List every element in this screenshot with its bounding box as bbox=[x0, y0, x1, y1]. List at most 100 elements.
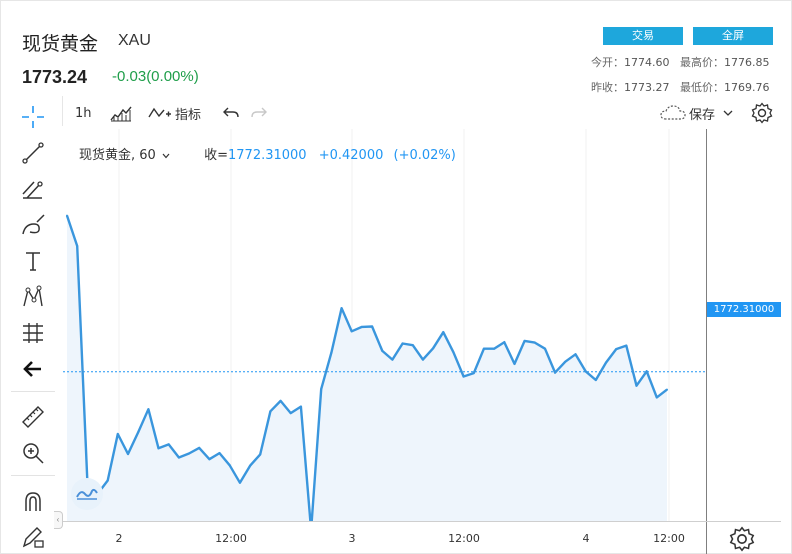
fib-tool[interactable] bbox=[19, 175, 47, 203]
instrument-title: 现货黄金 bbox=[22, 33, 99, 55]
x-axis-line bbox=[63, 521, 781, 522]
chevron-down-icon bbox=[723, 110, 733, 116]
interval-selector[interactable]: 1h bbox=[75, 105, 92, 121]
legend-change: +0.42000 bbox=[318, 148, 384, 163]
x-tick-label: 12:00 bbox=[448, 532, 480, 545]
price-point bbox=[147, 408, 150, 411]
undo-button[interactable] bbox=[223, 102, 239, 124]
price-point bbox=[157, 447, 160, 450]
fullscreen-button[interactable]: 全屏 bbox=[693, 27, 773, 45]
lock-drawing-tool[interactable] bbox=[19, 523, 47, 551]
price-point bbox=[513, 362, 516, 365]
legend-series-name[interactable]: 现货黄金, 60 bbox=[79, 148, 156, 163]
price-point bbox=[218, 452, 221, 455]
indicators-button[interactable]: 指标 bbox=[148, 102, 201, 124]
price-point bbox=[76, 245, 79, 247]
price-change: -0.03(0.00%) bbox=[112, 68, 199, 85]
crosshair-icon bbox=[22, 106, 44, 128]
chevron-down-icon[interactable] bbox=[162, 153, 170, 159]
magnet-tool[interactable] bbox=[19, 488, 47, 516]
price-point bbox=[350, 330, 353, 333]
stat-prev-close-label: 昨收： bbox=[591, 81, 624, 94]
price-scale-border bbox=[706, 129, 707, 554]
price-point bbox=[523, 339, 526, 342]
price-point bbox=[462, 375, 465, 378]
price-point bbox=[625, 344, 628, 347]
measure-tool[interactable] bbox=[19, 319, 47, 347]
last-price-tag: 1772.31000 bbox=[707, 302, 781, 317]
text-tool[interactable] bbox=[19, 247, 47, 275]
price-point bbox=[574, 353, 577, 356]
price-point bbox=[188, 452, 190, 455]
stat-open-value: 1774.60 bbox=[624, 56, 670, 69]
price-point bbox=[472, 372, 475, 375]
stat-high-value: 1776.85 bbox=[724, 56, 770, 69]
price-area bbox=[67, 215, 667, 521]
price-point bbox=[411, 344, 414, 347]
gear-icon bbox=[729, 526, 755, 552]
save-label: 保存 bbox=[689, 107, 716, 123]
price-point bbox=[137, 431, 140, 434]
price-point bbox=[401, 342, 404, 345]
price-point bbox=[605, 361, 607, 364]
price-point bbox=[116, 433, 119, 435]
pattern-tool[interactable] bbox=[19, 283, 47, 311]
price-point bbox=[371, 325, 374, 328]
price-point bbox=[228, 464, 231, 467]
collapse-toolbar-tab[interactable]: ‹ bbox=[54, 511, 63, 529]
price-point bbox=[208, 458, 211, 461]
price-point bbox=[645, 370, 648, 373]
trade-button[interactable]: 交易 bbox=[603, 27, 683, 45]
stat-low: 最低价：1769.76 bbox=[680, 79, 770, 95]
legend-close-label: 收= bbox=[204, 148, 228, 163]
stat-high: 最高价：1776.85 bbox=[680, 54, 770, 70]
ruler-tool[interactable] bbox=[19, 403, 47, 431]
price-chart[interactable] bbox=[63, 129, 781, 521]
stat-prev-close: 昨收：1773.27 bbox=[591, 79, 670, 95]
price-point bbox=[238, 481, 241, 484]
save-button[interactable]: 保存 bbox=[660, 102, 733, 124]
indicators-label: 指标 bbox=[175, 107, 202, 123]
price-point bbox=[391, 358, 394, 361]
undo-icon bbox=[223, 107, 239, 118]
crosshair-tool[interactable] bbox=[19, 103, 47, 131]
pattern-icon bbox=[23, 285, 43, 307]
price-point bbox=[594, 379, 597, 381]
zoom-tool[interactable] bbox=[19, 439, 47, 467]
price-point bbox=[381, 349, 384, 352]
price-point bbox=[442, 331, 445, 334]
price-point bbox=[432, 347, 435, 350]
x-tick-label: 12:00 bbox=[215, 532, 247, 545]
price-point bbox=[615, 348, 618, 351]
gear-icon bbox=[751, 102, 773, 124]
brand-logo[interactable] bbox=[71, 478, 103, 510]
redo-icon bbox=[251, 107, 267, 118]
fib-channel-icon bbox=[22, 181, 43, 199]
price-point bbox=[167, 443, 170, 446]
brush-tool[interactable] bbox=[19, 211, 47, 239]
trendline-tool[interactable] bbox=[19, 139, 47, 167]
redo-button[interactable] bbox=[251, 102, 267, 124]
trendline-icon bbox=[22, 142, 44, 164]
stat-open: 今开：1774.60 bbox=[591, 54, 670, 70]
axis-settings-button[interactable] bbox=[728, 525, 756, 553]
x-tick-label: 12:00 bbox=[653, 532, 685, 545]
price-series-line bbox=[65, 215, 668, 521]
price-point bbox=[584, 370, 587, 373]
price-point bbox=[259, 453, 262, 456]
x-tick-label: 4 bbox=[582, 532, 590, 545]
x-tick-label: 2 bbox=[115, 532, 123, 545]
back-tool[interactable] bbox=[19, 355, 47, 383]
chart-type-button[interactable] bbox=[110, 102, 132, 124]
price-point bbox=[299, 405, 302, 408]
stat-prev-close-value: 1773.27 bbox=[624, 81, 670, 94]
price-point bbox=[564, 360, 567, 363]
settings-button[interactable] bbox=[751, 102, 773, 124]
price-point bbox=[666, 388, 668, 391]
toolbar-divider bbox=[62, 96, 63, 126]
pencil-lock-icon bbox=[22, 527, 44, 548]
price-point bbox=[66, 214, 68, 217]
price-point bbox=[106, 479, 109, 482]
price-point bbox=[554, 371, 557, 374]
price-point bbox=[421, 358, 424, 361]
